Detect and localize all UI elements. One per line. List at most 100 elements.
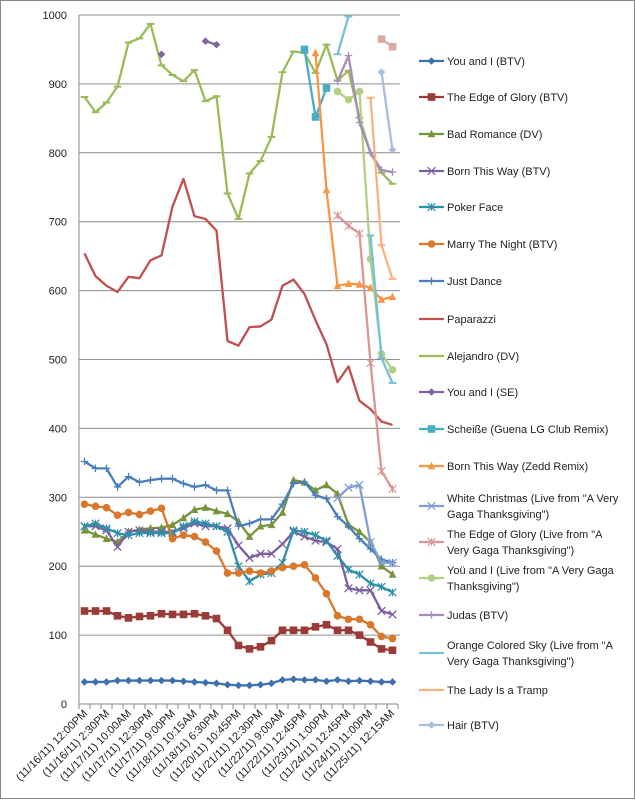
circle-marker bbox=[245, 567, 254, 575]
series-line bbox=[83, 22, 394, 221]
legend-label-line: Gaga Thanksgiving") bbox=[447, 509, 549, 521]
legend-item: Alejandro (DV) bbox=[419, 351, 519, 363]
legend-label: You and I (BTV) bbox=[447, 56, 525, 68]
star-marker bbox=[212, 522, 221, 531]
legend-label: Paparazzi bbox=[447, 314, 496, 326]
legend-item: Yoü and I (Live from "A Very Gaga Thanksg… bbox=[419, 565, 615, 593]
plus-marker bbox=[377, 166, 386, 174]
circle-marker bbox=[388, 634, 397, 643]
circle-marker bbox=[366, 620, 375, 629]
x-marker bbox=[366, 537, 375, 547]
circle-marker bbox=[157, 504, 166, 513]
diamond-marker bbox=[91, 678, 100, 686]
circle-marker bbox=[377, 632, 386, 641]
circle-marker bbox=[333, 87, 342, 96]
triangle-marker bbox=[311, 48, 320, 57]
plus-marker bbox=[267, 515, 276, 524]
triangle-marker bbox=[223, 509, 232, 518]
diamond-marker bbox=[377, 678, 386, 686]
diamond-marker bbox=[234, 681, 243, 690]
diamond-marker bbox=[278, 676, 287, 684]
legend-label: You and I (SE) bbox=[447, 387, 518, 399]
y-tick-label: 300 bbox=[49, 492, 67, 504]
square-marker bbox=[124, 614, 133, 622]
legend-item: The Lady Is a Tramp bbox=[419, 685, 548, 697]
series-16 bbox=[333, 15, 397, 384]
plus-marker bbox=[245, 519, 254, 528]
series-0 bbox=[80, 675, 397, 690]
series-line bbox=[336, 16, 350, 55]
triangle-marker bbox=[388, 292, 397, 301]
square-marker bbox=[267, 636, 276, 645]
circle-marker bbox=[427, 240, 436, 248]
triangle-marker bbox=[427, 461, 436, 470]
circle-marker bbox=[113, 511, 122, 520]
triangle-marker bbox=[289, 475, 298, 484]
x-marker bbox=[377, 606, 386, 616]
circle-marker bbox=[278, 563, 287, 572]
x-marker bbox=[267, 549, 276, 559]
diamond-marker bbox=[366, 677, 375, 686]
series-8 bbox=[80, 22, 397, 221]
legend-label: The Edge of Glory (Live from "A Very Gaga… bbox=[447, 529, 603, 557]
legend-label-line: White Christmas (Live from "A Very bbox=[447, 493, 619, 505]
plus-marker bbox=[311, 491, 320, 500]
y-tick-label: 1000 bbox=[43, 10, 67, 22]
x-marker bbox=[245, 553, 254, 563]
square-marker bbox=[201, 612, 210, 620]
x-marker bbox=[355, 480, 364, 490]
diamond-marker bbox=[212, 40, 221, 49]
legend-label: Bad Romance (DV) bbox=[447, 129, 542, 141]
legend-item: Orange Colored Sky (Live from "A Very Gag… bbox=[419, 640, 614, 668]
plus-marker bbox=[289, 479, 298, 488]
star-marker bbox=[366, 358, 375, 368]
triangle-marker bbox=[355, 280, 364, 288]
square-marker bbox=[344, 626, 353, 635]
legend-item: White Christmas (Live from "A Very Gaga T… bbox=[419, 493, 619, 521]
diamond-marker bbox=[245, 681, 254, 690]
square-marker bbox=[245, 645, 254, 653]
legend-label-line: Orange Colored Sky (Live from "A bbox=[447, 640, 614, 652]
square-marker bbox=[157, 609, 166, 618]
plus-marker bbox=[256, 515, 265, 524]
square-marker bbox=[300, 626, 309, 635]
star-marker bbox=[234, 561, 243, 571]
star-marker bbox=[388, 588, 397, 597]
diamond-marker bbox=[267, 679, 276, 688]
legend-item: Judas (BTV) bbox=[419, 610, 508, 622]
legend-label-line: Yoü and I (Live from "A Very Gaga bbox=[447, 565, 615, 577]
circle-marker bbox=[344, 615, 353, 624]
square-marker bbox=[322, 84, 331, 92]
legend-item: Poker Face bbox=[419, 202, 503, 214]
plus-marker bbox=[234, 522, 243, 531]
x-marker bbox=[234, 541, 243, 550]
plus-marker bbox=[333, 512, 342, 521]
plus-marker bbox=[333, 77, 342, 85]
diamond-marker bbox=[300, 676, 309, 684]
series-line bbox=[83, 177, 393, 427]
plus-marker bbox=[366, 149, 375, 157]
star-marker bbox=[427, 537, 436, 547]
legend-label: Scheiße (Guena LG Club Remix) bbox=[447, 424, 608, 436]
diamond-marker bbox=[344, 677, 353, 686]
plus-marker bbox=[212, 486, 221, 495]
plus-marker bbox=[201, 481, 210, 489]
circle-marker bbox=[146, 507, 155, 515]
star-marker bbox=[344, 221, 353, 231]
square-marker bbox=[300, 45, 309, 54]
circle-marker bbox=[256, 569, 265, 577]
plus-marker bbox=[135, 478, 144, 486]
series-1 bbox=[80, 607, 397, 655]
diamond-marker bbox=[223, 680, 232, 689]
square-marker bbox=[91, 607, 100, 615]
circle-marker bbox=[267, 567, 276, 575]
x-marker bbox=[427, 501, 436, 511]
series-18 bbox=[377, 68, 397, 154]
circle-marker bbox=[311, 574, 320, 582]
square-marker bbox=[135, 612, 144, 621]
diamond-marker bbox=[168, 676, 177, 685]
diamond-marker bbox=[427, 57, 436, 65]
square-marker bbox=[427, 425, 436, 433]
legend-item: Born This Way (BTV) bbox=[419, 166, 550, 178]
